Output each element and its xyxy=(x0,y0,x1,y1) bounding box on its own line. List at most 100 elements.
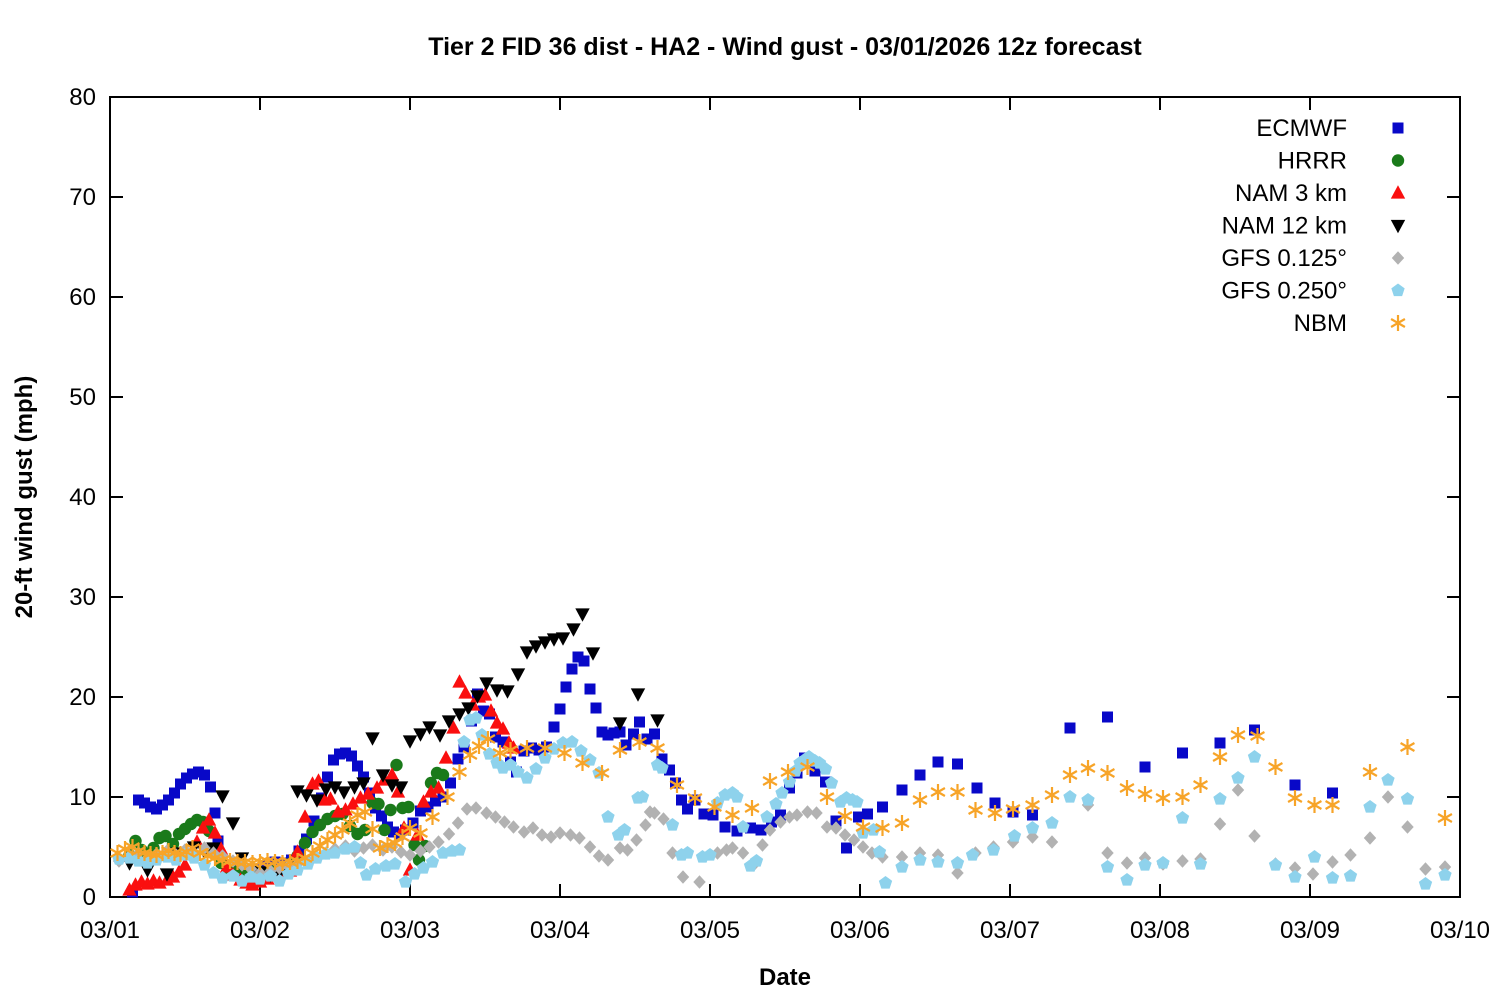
point-ecmwf xyxy=(1327,787,1338,799)
point-ecmwf xyxy=(376,810,387,822)
point-gfs0250 xyxy=(1007,829,1022,842)
point-nam12 xyxy=(566,623,581,637)
point-nam3 xyxy=(360,786,376,800)
legend-item-gfs0125: GFS 0.125° xyxy=(1221,245,1405,272)
point-gfs0250 xyxy=(452,843,467,856)
point-nam12 xyxy=(215,790,230,804)
point-gfs0125 xyxy=(498,815,511,829)
point-gfs0250 xyxy=(950,856,965,869)
point-hrrr xyxy=(384,803,397,817)
point-gfs0250 xyxy=(1156,856,1170,869)
point-ecmwf xyxy=(187,768,198,780)
point-gfs0250 xyxy=(895,860,909,873)
point-ecmwf xyxy=(415,805,426,817)
point-nam12 xyxy=(575,608,590,622)
point-ecmwf xyxy=(497,736,509,748)
x-tick-label: 03/09 xyxy=(1280,917,1340,944)
point-ecmwf xyxy=(1249,724,1260,736)
point-ecmwf xyxy=(932,756,944,768)
point-ecmwf xyxy=(731,825,743,837)
point-nam12 xyxy=(327,781,343,795)
point-gfs0250 xyxy=(736,820,750,833)
point-nbm xyxy=(452,764,467,780)
point-nbm xyxy=(480,731,496,747)
point-nam3 xyxy=(489,715,505,729)
point-nbm xyxy=(1287,790,1303,806)
point-gfs0125 xyxy=(273,861,286,875)
point-nam12 xyxy=(413,728,428,742)
point-gfs0250 xyxy=(1307,850,1322,863)
point-nam3 xyxy=(495,721,511,735)
point-nam3 xyxy=(423,784,439,798)
point-nam3 xyxy=(431,780,446,794)
point-gfs0250 xyxy=(730,790,744,803)
x-tick-label: 03/05 xyxy=(680,917,740,944)
point-gfs0250 xyxy=(1288,870,1302,883)
point-hrrr xyxy=(298,836,312,850)
point-gfs0250 xyxy=(215,871,230,884)
point-ecmwf xyxy=(853,811,864,823)
point-nbm xyxy=(1119,780,1135,796)
point-nbm xyxy=(800,759,815,775)
x-tick-label: 03/06 xyxy=(830,917,890,944)
point-ecmwf xyxy=(1027,809,1038,821)
point-gfs0125 xyxy=(621,843,634,857)
point-ecmwf xyxy=(649,728,660,740)
point-nbm xyxy=(1193,777,1208,793)
legend-marker-ecmwf xyxy=(1392,122,1404,134)
point-nbm xyxy=(707,799,722,815)
point-gfs0125 xyxy=(838,828,852,842)
legend-label: ECMWF xyxy=(1256,115,1347,142)
point-ecmwf xyxy=(133,794,144,806)
point-gfs0125 xyxy=(1045,835,1059,849)
point-ecmwf xyxy=(914,769,926,781)
point-gfs0125 xyxy=(489,810,502,824)
point-nbm xyxy=(912,792,928,808)
point-nam12 xyxy=(422,721,437,735)
point-gfs0125 xyxy=(1213,817,1227,831)
point-nbm xyxy=(372,840,388,856)
legend-label: HRRR xyxy=(1278,148,1347,175)
legend-label: NBM xyxy=(1294,310,1347,337)
point-ecmwf xyxy=(952,758,963,770)
point-gfs0125 xyxy=(1026,830,1039,844)
point-gfs0250 xyxy=(583,753,597,766)
point-gfs0125 xyxy=(469,801,483,815)
point-gfs0250 xyxy=(1025,821,1040,834)
point-ecmwf xyxy=(139,797,150,809)
point-nam3 xyxy=(311,773,326,787)
point-nam12 xyxy=(489,684,505,698)
point-nbm xyxy=(519,740,535,756)
point-nbm xyxy=(987,805,1003,821)
point-nbm xyxy=(968,802,983,818)
point-gfs0125 xyxy=(198,841,211,855)
point-ecmwf xyxy=(676,794,687,806)
point-gfs0250 xyxy=(913,853,927,866)
y-tick-label: 50 xyxy=(69,384,96,411)
point-nam3 xyxy=(416,794,431,808)
legend-marker-gfs0250 xyxy=(1391,283,1405,297)
point-nam12 xyxy=(318,783,334,797)
point-gfs0125 xyxy=(592,849,606,863)
point-gfs0250 xyxy=(574,744,588,757)
point-gfs0250 xyxy=(617,823,632,836)
point-nam3 xyxy=(177,857,193,871)
point-gfs0250 xyxy=(407,867,422,880)
point-nbm xyxy=(1137,786,1153,802)
point-gfs0125 xyxy=(394,845,408,859)
point-nbm xyxy=(632,734,647,750)
point-ecmwf xyxy=(755,824,767,836)
point-nbm xyxy=(575,755,590,771)
point-ecmwf xyxy=(809,765,821,777)
point-nam3 xyxy=(195,820,211,834)
point-ecmwf xyxy=(1214,737,1226,749)
point-nam3 xyxy=(171,864,187,878)
y-tick-label: 0 xyxy=(83,884,96,911)
point-ecmwf xyxy=(388,826,399,838)
legend-marker-gfs0125 xyxy=(1391,251,1405,265)
point-nbm xyxy=(1062,767,1078,783)
x-tick-label: 03/02 xyxy=(230,917,290,944)
point-nam3 xyxy=(438,750,454,764)
point-nam12 xyxy=(365,732,380,746)
